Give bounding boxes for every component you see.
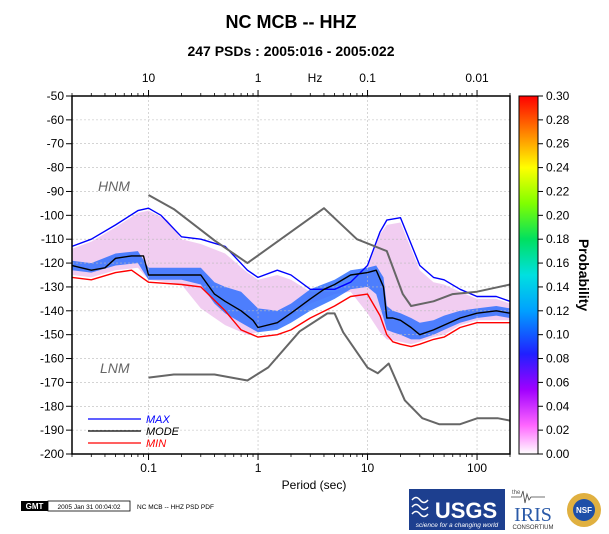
colorbar-tick-label: 0.24: [546, 161, 570, 175]
colorbar-gradient: [518, 95, 539, 455]
colorbar-tick-label: 0.18: [546, 232, 570, 246]
top-tick-label: 10: [142, 71, 156, 85]
top-axis-ticks: 10 1 0.1 0.01: [142, 71, 489, 96]
x-axis-label: Period (sec): [282, 478, 347, 492]
series-line-max: [72, 207, 510, 302]
colorbar-tick-label: 0.06: [546, 375, 570, 389]
y-tick-label: -70: [47, 137, 65, 151]
colorbar-tick-label: 0.28: [546, 113, 570, 127]
y-tick-label: -120: [40, 256, 64, 270]
y-tick-label: -170: [40, 375, 64, 389]
legend-min-label: MIN: [146, 438, 166, 450]
density-band-core-band: [72, 251, 510, 340]
colorbar-tick-label: 0.14: [546, 280, 570, 294]
colorbar-tick-label: 0.26: [546, 137, 570, 151]
chart-title: NC MCB -- HHZ: [226, 12, 357, 32]
colorbar-tick-label: 0.00: [546, 447, 570, 461]
gmt-logo-text: GMT: [26, 502, 44, 511]
series-line-hnm: [148, 194, 510, 307]
nsf-logo-text: NSF: [576, 506, 592, 515]
iris-consortium-text: CONSORTIUM: [513, 525, 554, 531]
colorbar-tick-label: 0.08: [546, 352, 570, 366]
series-line-mode: [72, 255, 510, 336]
colorbar-label: Probability: [576, 239, 592, 312]
top-axis-unit: Hz: [308, 71, 323, 85]
footer: GMT 2005 Jan 31 00:04:02 NC MCB -- HHZ P…: [21, 489, 601, 531]
y-tick-label: -150: [40, 328, 64, 342]
legend: MAX MODE MIN: [88, 414, 180, 450]
seismogram-icon: [511, 490, 545, 504]
y-axis-ticks: -50 -60 -70 -80 -90 -100 -110 -120 -130 -140 -150 -…: [40, 89, 72, 461]
colorbar-tick-label: 0.10: [546, 328, 570, 342]
y-tick-label: -130: [40, 280, 64, 294]
series-line-lnm: [148, 312, 510, 426]
y-tick-label: -200: [40, 447, 64, 461]
lnm-label: LNM: [100, 360, 130, 376]
y-tick-label: -180: [40, 399, 64, 413]
nsf-logo: NSF: [567, 493, 601, 527]
y-tick-label: -190: [40, 423, 64, 437]
x-tick-label: 1: [255, 461, 262, 475]
colorbar-tick-label: 0.20: [546, 208, 570, 222]
top-tick-label: 1: [255, 71, 262, 85]
legend-max-label: MAX: [146, 414, 171, 426]
colorbar-tick-label: 0.12: [546, 304, 570, 318]
colorbar-tick-label: 0.30: [546, 89, 570, 103]
y-tick-label: -90: [47, 184, 65, 198]
y-tick-label: -50: [47, 89, 65, 103]
top-tick-label: 0.01: [465, 71, 489, 85]
gmt-logo: [21, 501, 48, 511]
x-axis-ticks: 0.1 1 10 100: [71, 93, 511, 475]
y-tick-label: -80: [47, 161, 65, 175]
x-tick-label: 0.1: [140, 461, 157, 475]
colorbar-tick-label: 0.02: [546, 423, 570, 437]
timestamp: 2005 Jan 31 00:04:02: [58, 504, 121, 511]
footer-caption: NC MCB -- HHZ PSD PDF: [137, 504, 214, 511]
colorbar-ticks: 0.00 0.02 0.04 0.06 0.08 0.10 0.12 0.14 0.16 0.18…: [538, 89, 570, 461]
y-tick-label: -110: [41, 232, 64, 246]
plot-area: 0.1 1 10 100 10 1 0.1 0.01 -50 -60 -70 -80 -90 -100…: [40, 71, 511, 475]
series-lines: [72, 194, 510, 426]
usgs-logo-text: USGS: [435, 498, 497, 523]
iris-small-text: the: [512, 490, 521, 496]
x-tick-label: 100: [467, 461, 487, 475]
legend-mode-label: MODE: [146, 426, 180, 438]
colorbar-tick-label: 0.16: [546, 256, 570, 270]
x-tick-label: 10: [361, 461, 375, 475]
hnm-label: HNM: [98, 178, 130, 194]
top-tick-label: 0.1: [359, 71, 376, 85]
y-tick-label: -60: [47, 113, 65, 127]
usgs-tagline: science for a changing world: [416, 522, 499, 529]
timestamp-box: [47, 500, 131, 512]
colorbar-tick-label: 0.04: [546, 399, 570, 413]
series-line-min: [72, 269, 510, 348]
y-tick-label: -160: [40, 352, 64, 366]
chart-subtitle: 247 PSDs : 2005:016 - 2005:022: [187, 43, 394, 59]
colorbar: 0.00 0.02 0.04 0.06 0.08 0.10 0.12 0.14 0.16 0.18…: [518, 89, 592, 461]
colorbar-tick-label: 0.22: [546, 184, 570, 198]
y-tick-label: -100: [40, 208, 64, 222]
usgs-wave-icon: [411, 496, 429, 518]
iris-logo-text: IRIS: [514, 504, 552, 526]
y-tick-label: -140: [40, 304, 64, 318]
